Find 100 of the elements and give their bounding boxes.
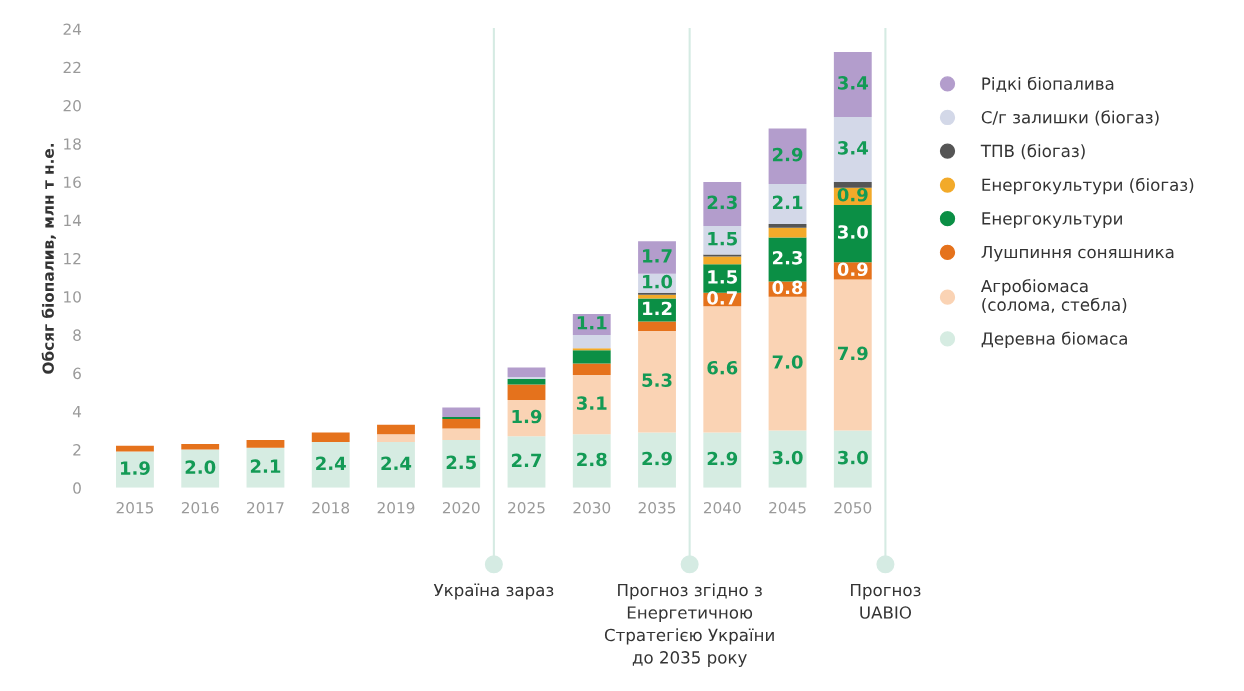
y-tick-label: 2: [73, 444, 81, 456]
data-label: 2.1: [772, 195, 803, 209]
bar: [572, 434, 611, 488]
bar: [833, 204, 872, 263]
bar: [703, 181, 742, 226]
y-tick-label: 18: [64, 138, 81, 150]
text: Україна зараз: [433, 583, 554, 600]
data-label: 7.9: [838, 346, 868, 361]
data-label: 1.9: [512, 409, 542, 424]
data-label: 2.5: [446, 455, 476, 470]
data-label: 2.3: [772, 250, 803, 265]
legend-label: Деревна біомаса: [981, 331, 1127, 349]
bar: [833, 116, 872, 182]
bar: [507, 367, 546, 377]
y-tick-label: 8: [73, 329, 81, 341]
legend-label: Рідкі біопалива: [982, 76, 1114, 92]
bar: [311, 432, 350, 442]
x-tick-label: 2045: [769, 502, 806, 514]
bar: [638, 241, 676, 274]
text: Прогноз UABIO: [851, 583, 921, 619]
bar: [246, 440, 285, 448]
x-tick-label: 2020: [442, 502, 480, 514]
y-tick-label: 24: [63, 23, 82, 35]
bar: [768, 296, 807, 431]
legend-label: Лушпиння соняшника: [981, 245, 1174, 262]
bar: [638, 331, 676, 433]
y-tick-label: 6: [73, 367, 81, 380]
bar: [572, 334, 611, 349]
legend-label: Агробіомаса (солома, стебла): [980, 279, 1127, 313]
x-tick-label: 2018: [312, 502, 350, 514]
y-tick-label: 20: [63, 99, 81, 112]
x-tick-label: 2016: [181, 502, 219, 514]
bar: [833, 181, 872, 188]
bar: [638, 432, 676, 488]
data-label: 2.7: [511, 453, 542, 468]
bar: [833, 279, 872, 431]
data-label: 1.9: [120, 461, 150, 475]
data-label: 7.0: [772, 355, 803, 369]
y-tick-label: 12: [64, 252, 81, 265]
data-label: 0.7: [707, 291, 737, 305]
bar: [638, 294, 676, 299]
bar: [703, 432, 742, 488]
x-tick-label: 2019: [377, 502, 415, 514]
x-tick-label: 2015: [116, 502, 154, 514]
bar: [442, 407, 481, 418]
data-label: 0.8: [772, 280, 803, 295]
y-tick-label: 4: [72, 406, 82, 418]
data-label: 3.0: [772, 450, 803, 465]
data-label: 2.4: [381, 456, 412, 470]
text: Прогноз згідно з Енергетичною Стратегією України до 2035 року: [604, 583, 774, 667]
y-tick-label: 22: [63, 61, 81, 74]
data-label: 1.7: [643, 249, 672, 263]
data-label: 1.5: [708, 270, 738, 284]
y-axis-title: Обсяг біопалив, млн т н.е.: [41, 143, 56, 374]
data-label: 3.4: [838, 141, 868, 155]
data-label: 2.9: [642, 451, 672, 466]
data-label: 2.4: [316, 456, 346, 470]
legend-label: С/г залишки (біогаз): [981, 110, 1159, 126]
data-label: 1.1: [577, 316, 607, 330]
data-label: 3.4: [838, 76, 868, 90]
data-label: 0.9: [837, 262, 868, 277]
bar: [768, 224, 807, 228]
data-label: 3.0: [838, 450, 868, 465]
data-label: 0.9: [837, 187, 868, 202]
y-tick-label: 0: [73, 482, 81, 494]
data-label: 2.9: [707, 451, 738, 466]
y-tick-label: 16: [64, 176, 81, 188]
x-tick-label: 2040: [703, 502, 741, 514]
legend-label: Енергокультури (біогаз): [982, 177, 1194, 195]
bar: [572, 350, 611, 364]
data-label: 1.5: [708, 232, 738, 246]
bar: [507, 378, 546, 385]
bar: [507, 384, 546, 400]
data-label: 2.9: [772, 147, 803, 162]
data-label: 2.8: [577, 452, 607, 467]
bar: [116, 445, 154, 452]
bar: [703, 256, 742, 265]
data-label: 1.2: [643, 301, 672, 316]
y-tick-label: 14: [64, 214, 82, 226]
data-label: 2.3: [707, 195, 737, 210]
bar: [703, 306, 742, 433]
y-tick-label: 10: [64, 291, 81, 303]
data-label: 2.0: [185, 460, 216, 474]
bar: [442, 419, 481, 429]
bar: [572, 375, 611, 435]
bar: [181, 443, 220, 450]
data-label: 2.1: [250, 459, 281, 473]
bar: [442, 440, 481, 488]
bar: [442, 428, 481, 441]
x-tick-label: 2030: [573, 502, 611, 514]
bar: [507, 436, 546, 488]
bar: [833, 430, 872, 488]
bar: [833, 51, 872, 117]
bar: [377, 434, 415, 442]
data-label: 3.0: [838, 225, 868, 239]
bar: [572, 363, 611, 376]
legend-label: ТПВ (біогаз): [980, 144, 1085, 160]
bar: [768, 128, 807, 184]
data-label: 3.1: [576, 396, 607, 410]
x-tick-label: 2050: [834, 502, 872, 514]
